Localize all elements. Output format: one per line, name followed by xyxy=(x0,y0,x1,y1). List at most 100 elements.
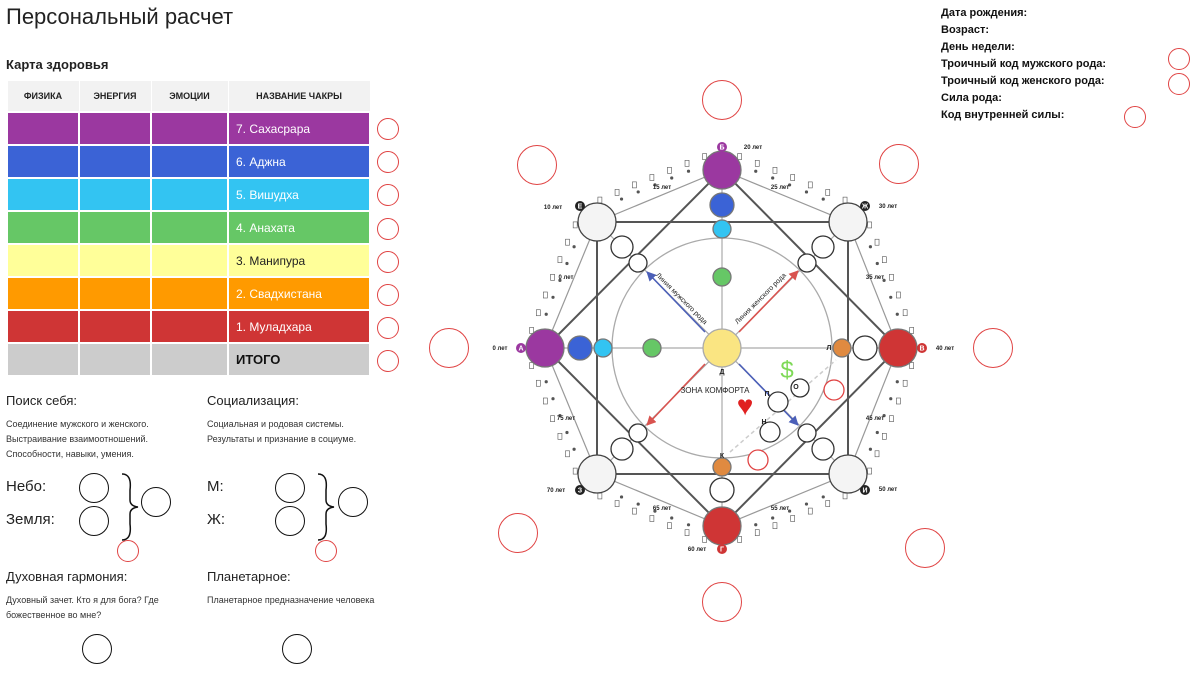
emotions-cell[interactable] xyxy=(150,309,229,344)
emotions-cell[interactable] xyxy=(150,342,229,377)
social-sum-circle[interactable] xyxy=(338,487,368,517)
chakra-total-circle[interactable] xyxy=(377,151,399,174)
energy-cell[interactable] xyxy=(78,177,152,212)
female-circle[interactable] xyxy=(275,506,305,536)
chakra-total-circle[interactable] xyxy=(377,217,399,240)
chakra-row: 1. Муладхара xyxy=(6,309,371,344)
socialization-desc: Социальная и родовая системы. Результаты… xyxy=(207,417,356,447)
self-result-circle[interactable] xyxy=(117,540,139,562)
physics-cell[interactable] xyxy=(6,210,80,245)
physics-cell[interactable] xyxy=(6,342,80,377)
age-mark xyxy=(790,515,795,522)
planetary-circle[interactable] xyxy=(282,634,312,664)
outer-energy-circle[interactable] xyxy=(905,528,945,568)
energy-cell[interactable] xyxy=(78,342,152,377)
chakra-total-circle[interactable] xyxy=(377,350,399,373)
physics-cell[interactable] xyxy=(6,276,80,311)
letter-badge-label: Е xyxy=(578,204,583,211)
physics-cell[interactable] xyxy=(6,144,80,179)
chakra-row: 5. Вишудха xyxy=(6,177,371,212)
age-mark xyxy=(572,467,578,475)
outer-energy-circle[interactable] xyxy=(973,328,1013,368)
energy-cell[interactable] xyxy=(78,276,152,311)
age-tick xyxy=(889,397,893,401)
page-title: Персональный расчет xyxy=(6,4,234,29)
age-mark xyxy=(614,500,620,507)
age-tick xyxy=(686,523,691,527)
outer-energy-circle[interactable] xyxy=(429,328,469,368)
female-line-arrow xyxy=(738,270,799,333)
earth-circle[interactable] xyxy=(79,506,109,536)
inner-code-circle[interactable] xyxy=(1124,106,1146,128)
node-i-inner xyxy=(811,437,835,461)
age-tick xyxy=(787,509,792,513)
age-mark xyxy=(867,221,872,229)
age-tick xyxy=(653,509,657,513)
node-b-2 xyxy=(709,192,735,218)
node-e-inner xyxy=(610,235,634,259)
age-label: 55 лет xyxy=(771,506,789,512)
chakra-total-circle[interactable] xyxy=(377,284,399,306)
sky-circle[interactable] xyxy=(79,473,109,503)
age-mark xyxy=(572,221,578,229)
age-mark xyxy=(565,450,570,458)
outer-energy-circle[interactable] xyxy=(879,144,919,184)
age-tick xyxy=(670,516,674,520)
age-tick xyxy=(572,447,576,451)
chakra-total-circle[interactable] xyxy=(377,250,399,273)
chakra-total-circle[interactable] xyxy=(377,317,399,340)
physics-cell[interactable] xyxy=(6,243,80,278)
energy-cell[interactable] xyxy=(78,144,152,179)
emotions-cell[interactable] xyxy=(150,177,229,212)
energy-cell[interactable] xyxy=(78,309,152,344)
age-tick xyxy=(619,495,624,499)
self-search-title: Поиск себя: xyxy=(6,393,78,408)
node-a-2 xyxy=(567,335,593,361)
emotions-cell[interactable] xyxy=(150,111,229,146)
age-label: 30 лет xyxy=(879,204,897,210)
age-mark xyxy=(557,256,563,263)
female-code-circle[interactable] xyxy=(1168,73,1190,95)
male-code-circle[interactable] xyxy=(1168,48,1190,70)
energy-cell[interactable] xyxy=(78,243,152,278)
chakra-total-circle[interactable] xyxy=(377,184,399,207)
age-tick xyxy=(565,261,569,266)
age-mark xyxy=(702,536,707,543)
letter-badge-label: А xyxy=(518,346,523,353)
age-tick xyxy=(565,430,569,435)
outer-energy-circle[interactable] xyxy=(517,145,557,185)
outer-energy-circle[interactable] xyxy=(702,80,742,120)
self-sum-circle[interactable] xyxy=(141,487,171,517)
age-tick xyxy=(889,295,893,299)
age-mark xyxy=(909,327,914,334)
physics-cell[interactable] xyxy=(6,177,80,212)
outer-energy-circle[interactable] xyxy=(702,582,742,622)
letter-badge xyxy=(717,142,727,152)
age-tick xyxy=(875,430,879,435)
emotions-cell[interactable] xyxy=(150,144,229,179)
comfort-node xyxy=(759,421,781,443)
age-mark xyxy=(649,515,655,522)
energy-cell[interactable] xyxy=(78,111,152,146)
emotions-cell[interactable] xyxy=(150,210,229,245)
age-tick xyxy=(804,502,809,506)
social-result-circle[interactable] xyxy=(315,540,337,562)
physics-cell[interactable] xyxy=(6,309,80,344)
age-mark xyxy=(632,181,637,189)
male-circle[interactable] xyxy=(275,473,305,503)
physics-cell[interactable] xyxy=(6,111,80,146)
node-a xyxy=(525,328,565,368)
chakra-total-circle[interactable] xyxy=(377,118,399,140)
age-mark xyxy=(909,362,914,369)
emotions-cell[interactable] xyxy=(150,276,229,311)
node-z-inner xyxy=(610,437,634,461)
outer-energy-circle[interactable] xyxy=(498,513,538,553)
age-mark xyxy=(874,238,880,246)
energy-cell[interactable] xyxy=(78,210,152,245)
self-brace xyxy=(121,473,139,541)
letter-badge xyxy=(917,343,927,353)
node-a-3 xyxy=(593,338,613,358)
age-tick xyxy=(804,190,809,194)
spiritual-circle[interactable] xyxy=(82,634,112,664)
emotions-cell[interactable] xyxy=(150,243,229,278)
